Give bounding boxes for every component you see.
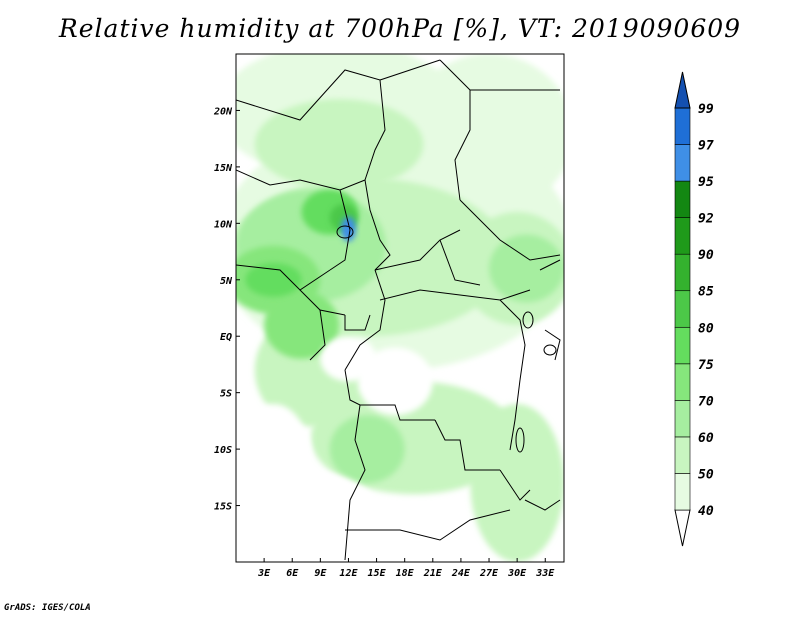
lon-tick-label: 15E (368, 568, 387, 579)
lat-tick-label: 5N (220, 276, 233, 287)
colorbar-under-triangle (674, 509, 691, 547)
colorbar-label: 85 (698, 285, 714, 300)
colorbar-label: 97 (698, 139, 714, 154)
colorbar-segment-10 (674, 144, 691, 182)
border-line-1 (364, 79, 386, 181)
lake-outline-1 (522, 311, 534, 329)
lake-outline-0 (336, 225, 354, 239)
border-line-23 (539, 259, 561, 271)
lake-outline-3 (543, 344, 557, 356)
colorbar-label: 99 (698, 102, 714, 117)
colorbar-segment-3 (674, 400, 691, 438)
lon-tick-label: 9E (314, 568, 327, 579)
colorbar-segment-9 (674, 180, 691, 218)
colorbar-label: 90 (698, 248, 714, 263)
lon-tick-label: 6E (286, 568, 299, 579)
lat-tick-label: EQ (220, 332, 232, 343)
colorbar-label: 95 (698, 175, 714, 190)
dry-region-3 (236, 403, 311, 517)
colorbar-over-triangle (674, 71, 691, 109)
lon-tick-label: 27E (479, 568, 499, 579)
colorbar: 40 50 60 70 75 80 85 90 92 95 97 99 (674, 71, 714, 547)
humidity-region-10 (489, 234, 564, 303)
colorbar-segment-4 (674, 363, 691, 401)
map-frame (235, 53, 565, 563)
border-line-17 (344, 369, 435, 421)
border-line-15 (439, 239, 481, 286)
colorbar-segment-1 (674, 473, 691, 511)
country-borders (236, 59, 561, 561)
humidity-region-15 (245, 262, 302, 297)
lake-outline-2 (515, 427, 525, 453)
border-line-14 (344, 314, 371, 331)
colorbar-segment-5 (674, 326, 691, 365)
lat-tick-label: 15S (214, 502, 232, 513)
colorbar-label: 60 (698, 431, 714, 446)
lon-tick-label: 21E (423, 568, 443, 579)
border-line-12 (379, 289, 531, 301)
lat-tick-label: 10S (214, 445, 232, 456)
lon-tick-label: 24E (451, 568, 471, 579)
colorbar-label: 70 (698, 394, 714, 409)
border-line-20 (499, 469, 531, 501)
lon-tick-label: 12E (339, 568, 358, 579)
border-line-24 (544, 329, 561, 361)
lat-tick-label: 5S (220, 389, 232, 400)
colorbar-label: 80 (698, 321, 714, 336)
border-line-13 (309, 309, 326, 361)
colorbar-label: 92 (698, 212, 714, 227)
colorbar-segment-7 (674, 253, 691, 292)
colorbar-segment-11 (674, 107, 691, 145)
border-line-0 (236, 59, 441, 121)
lon-tick-label: 30E (507, 568, 527, 579)
border-line-7 (374, 229, 461, 271)
border-line-18 (344, 404, 366, 561)
grads-credit: GrADS: IGES/COLA (4, 603, 91, 613)
lat-tick-label: 15N (214, 163, 233, 174)
lon-tick-label: 33E (535, 568, 555, 579)
map-title: Relative humidity at 700hPa [%], VT: 201… (58, 14, 742, 43)
colorbar-segment-6 (674, 290, 691, 328)
humidity-region-3 (254, 99, 424, 190)
colorbar-label: 75 (698, 358, 714, 373)
border-line-8 (459, 199, 561, 261)
lat-tick-label: 10N (214, 219, 233, 230)
border-line-11 (344, 269, 386, 371)
lon-tick-label: 18E (396, 568, 415, 579)
colorbar-segment-8 (674, 217, 691, 255)
colorbar-segment-2 (674, 436, 691, 474)
border-line-9 (236, 264, 331, 291)
colorbar-label: 40 (698, 504, 714, 519)
border-line-22 (509, 379, 521, 451)
border-line-21 (345, 509, 511, 541)
border-line-25 (524, 499, 561, 511)
border-line-16 (499, 299, 526, 381)
humidity-region-8 (470, 403, 564, 562)
humidity-region-11 (329, 415, 405, 483)
axis-ticks: 3E 6E 9E 12E 15E 18E 21E 24E 27E 30E 33E 20N 15N 10N 5… (213, 106, 555, 579)
humidity-field (236, 54, 564, 562)
border-line-19 (434, 419, 500, 471)
humidity-region-13 (264, 291, 340, 359)
dry-region-1 (357, 347, 433, 416)
colorbar-label: 50 (698, 467, 714, 482)
border-line-6 (364, 179, 391, 271)
border-line-5 (329, 189, 351, 271)
lat-tick-label: 20N (213, 106, 233, 117)
border-line-4 (236, 169, 366, 191)
border-line-2 (439, 59, 471, 201)
lon-tick-label: 3E (257, 568, 271, 579)
